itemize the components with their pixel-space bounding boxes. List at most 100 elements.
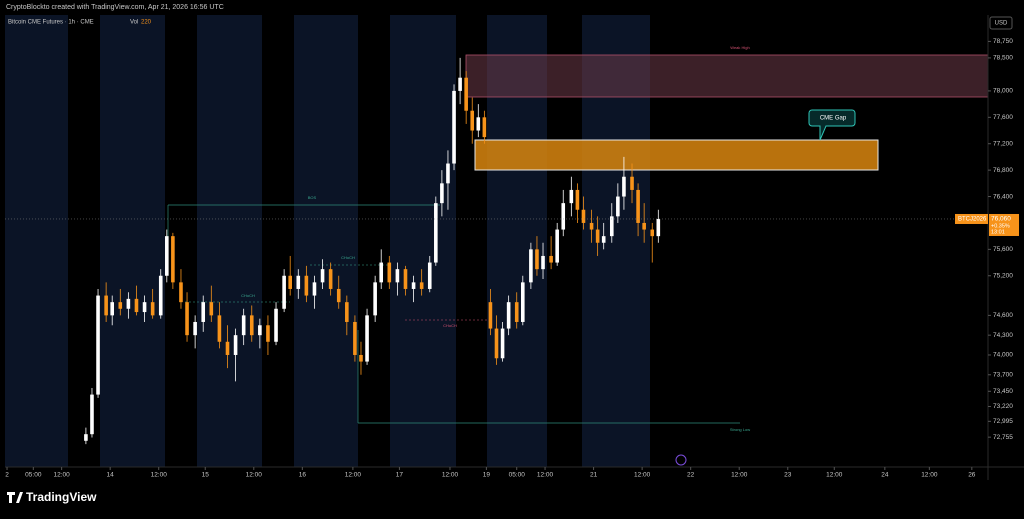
candle-body [379, 262, 384, 283]
y-tick-label: 76,800 [993, 167, 1013, 174]
candle-body [201, 302, 206, 322]
volume-value: 220 [141, 20, 152, 26]
candle-body [434, 203, 438, 263]
currency: USD [995, 21, 1008, 27]
candle-body [520, 282, 525, 322]
y-tick-label: 76,400 [993, 193, 1013, 200]
x-tick-label: 12:00 [826, 472, 843, 479]
candle-body [258, 325, 262, 336]
y-tick-label: 74,300 [993, 332, 1013, 339]
candle-body [274, 308, 278, 342]
candle-body [134, 298, 139, 313]
x-tick-label: 05:00 [509, 472, 526, 479]
candle-body [193, 321, 197, 336]
x-tick-label: 12:00 [151, 472, 168, 479]
candle-body [581, 209, 586, 223]
x-tick-label: 12:00 [442, 472, 459, 479]
price-tag [989, 213, 1019, 236]
callout-label: CME Gap [820, 116, 847, 122]
logo [7, 492, 23, 503]
session-band [197, 15, 262, 467]
candle-body [440, 183, 444, 204]
candle-body [549, 255, 553, 263]
legend-title: Bitcoin CME Futures · 1h · CME [8, 20, 94, 26]
y-tick-label: 74,000 [993, 352, 1013, 359]
candle-body [387, 262, 392, 283]
y-tick-label: 74,600 [993, 312, 1013, 319]
candle-body [304, 275, 309, 296]
x-tick-label: 24 [881, 472, 889, 479]
bos-label: BOS [308, 195, 317, 200]
choch-label: CHoCH [241, 293, 255, 298]
candle-body [636, 189, 640, 223]
candle-body [656, 218, 661, 237]
y-tick-label: 73,450 [993, 388, 1013, 395]
y-tick-label: 73,700 [993, 371, 1013, 378]
candle-body [419, 282, 424, 289]
candle-body [84, 434, 88, 441]
y-tick-label: 78,000 [993, 88, 1013, 95]
session-band [390, 15, 456, 467]
x-tick-label: 12:00 [921, 472, 938, 479]
candle-body [296, 275, 301, 289]
symbol-tag [955, 213, 988, 224]
weak-high-label: Weak High [730, 45, 750, 50]
candle-body [452, 90, 456, 164]
candle-body [233, 335, 238, 355]
candle-body [104, 295, 108, 316]
candle-body [320, 269, 325, 283]
candle-body [470, 110, 475, 131]
y-tick-label: 77,200 [993, 140, 1013, 147]
plot [84, 57, 661, 445]
candle-body [158, 275, 163, 316]
candle-body [535, 249, 539, 270]
x-tick-label: 15 [202, 472, 210, 479]
candle-body [312, 282, 317, 296]
candle-body [171, 236, 175, 283]
candle-body [529, 249, 533, 283]
candle-body [142, 302, 147, 313]
x-tick-label: 23 [784, 472, 792, 479]
candle-body [118, 302, 123, 309]
brand: TradingView [7, 490, 97, 504]
x-tick-label: 14 [107, 472, 115, 479]
candle-body [90, 394, 94, 435]
candle-body [373, 282, 377, 316]
candle-body [609, 216, 614, 237]
candle-body [165, 236, 169, 276]
candle-body [506, 302, 511, 329]
x-tick-label: 2 [5, 472, 9, 479]
choch-label: CHoCH [341, 255, 355, 260]
candle-body [561, 203, 566, 230]
candle-body [96, 295, 100, 395]
candle-body [555, 229, 559, 263]
x-tick-label: 12:00 [634, 472, 651, 479]
candle-body [642, 222, 646, 230]
candle-body [345, 302, 349, 322]
candle-body [575, 189, 580, 210]
candle-body [209, 302, 214, 316]
cme-gap-zone [474, 139, 879, 171]
candle-body [482, 117, 487, 138]
header-text: CryptoBlockto created with TradingView.c… [6, 4, 224, 11]
x-tick-label: 19 [483, 472, 491, 479]
candle-body [150, 302, 155, 316]
x-tick-label: 22 [687, 472, 695, 479]
x-tick-label: 05:00 [25, 472, 42, 479]
session-band [100, 15, 165, 467]
candle-body [458, 77, 462, 91]
y-tick-label: 75,600 [993, 246, 1013, 253]
x-tick-label: 21 [590, 472, 598, 479]
candle-body [411, 282, 416, 289]
symbol-label: BTCJ2026 [958, 217, 987, 223]
candle-body [126, 298, 131, 309]
candle-body [601, 236, 606, 243]
session-bands [5, 15, 650, 467]
candle-body [288, 275, 292, 289]
candle-body [514, 302, 519, 322]
y-tick-label: 78,750 [993, 38, 1013, 45]
event-marker[interactable] [675, 454, 687, 466]
supply-zone [465, 54, 989, 98]
